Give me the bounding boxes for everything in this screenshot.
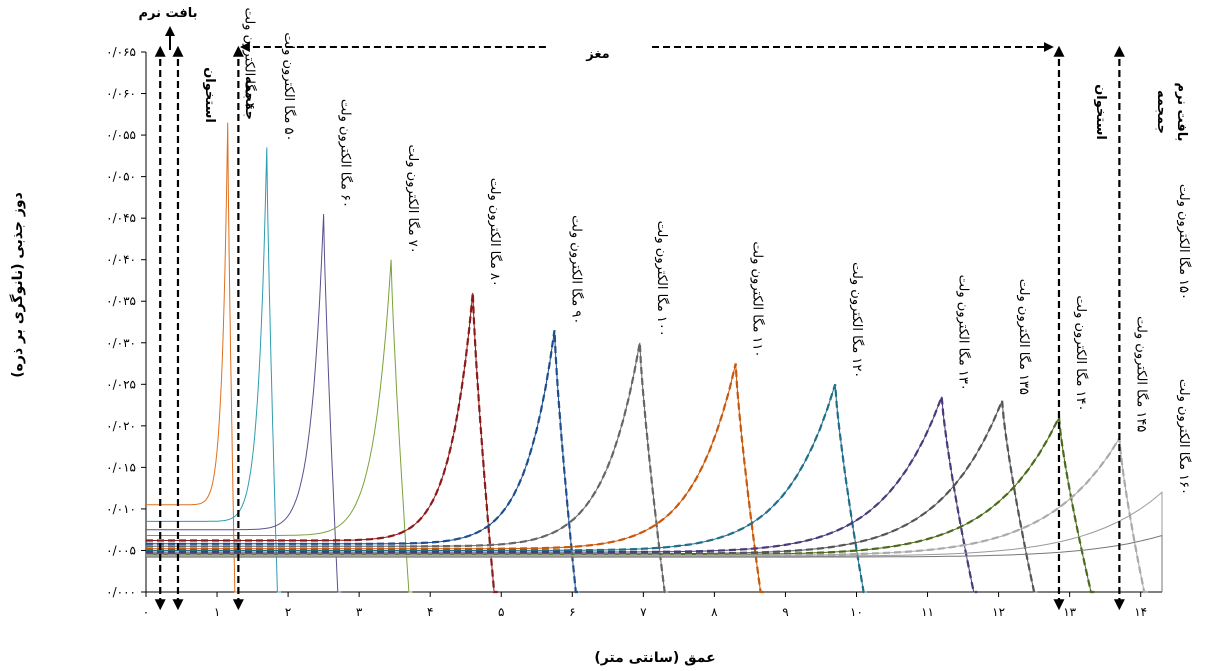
series-label-135: ۱۳۵ مگا الکترون ولت bbox=[1016, 279, 1032, 395]
soft-tissue-label-right: بافت نرم bbox=[1174, 82, 1189, 141]
series-label-60: ۶۰ مگا الکترون ولت bbox=[338, 99, 354, 208]
x-tick-label: ۱۴ bbox=[1134, 605, 1147, 619]
series-label-160: ۱۶۰ مگا الکترون ولت bbox=[1176, 379, 1192, 495]
x-tick-label: ۱۳ bbox=[1063, 605, 1076, 619]
series-label-150: ۱۵۰ مگا الکترون ولت bbox=[1176, 184, 1192, 300]
dose-curves bbox=[146, 122, 1163, 594]
series-145-curve-dashed bbox=[146, 434, 1148, 594]
series-120-curve bbox=[146, 384, 868, 593]
series-label-130: ۱۳۰ مگا الکترون ولت bbox=[956, 275, 972, 391]
y-tick-label: ۰/۰۰۵ bbox=[106, 543, 136, 557]
y-tick-label: ۰/۰۴۵ bbox=[106, 211, 136, 225]
y-tick-label: ۰/۰۱۵ bbox=[106, 460, 136, 474]
brain-label: مغز bbox=[585, 47, 609, 62]
y-tick-label: ۰/۰۴۰ bbox=[106, 253, 136, 267]
series-70-curve bbox=[146, 259, 413, 593]
series-90-curve-dashed bbox=[146, 330, 580, 594]
series-100-curve-dashed bbox=[146, 342, 669, 594]
x-tick-label: ۱۱ bbox=[921, 605, 934, 619]
series-150-curve bbox=[146, 491, 1163, 592]
tissue-region-markers bbox=[154, 26, 1125, 611]
series-label-145: ۱۴۵ مگا الکترون ولت bbox=[1133, 316, 1149, 432]
skull-label-left: جمجمه bbox=[242, 76, 257, 120]
series-label-90: ۹۰ مگا الکترون ولت bbox=[569, 215, 585, 324]
x-tick-label: ۵ bbox=[498, 605, 504, 619]
series-label-110: ۱۱۰ مگا الکترون ولت bbox=[750, 241, 766, 357]
series-label-80: ۸۰ مگا الکترون ولت bbox=[487, 178, 503, 287]
x-axis-title: عمق (سانتی متر) bbox=[594, 650, 715, 666]
x-tick-label: ۶ bbox=[569, 605, 575, 619]
series-145-curve bbox=[146, 436, 1148, 593]
x-tick-label: ۸ bbox=[711, 605, 718, 619]
x-tick-label: ۴ bbox=[427, 605, 433, 619]
series-130-curve-dashed bbox=[146, 396, 978, 594]
series-label-120: ۱۲۰ مگا الکترون ولت bbox=[849, 262, 865, 378]
skull-label-right: جمجمه bbox=[1154, 90, 1169, 134]
series-110-curve-dashed bbox=[146, 363, 765, 594]
bone-label-left: استخوان bbox=[202, 67, 217, 123]
y-tick-label: ۰/۰۳۰ bbox=[106, 336, 136, 350]
series-160-curve bbox=[146, 534, 1163, 592]
soft-tissue-label-left: بافت نرم bbox=[138, 6, 197, 21]
y-tick-label: ۰/۰۰۰ bbox=[106, 585, 136, 599]
y-axis-title: دوز جذبی (نانوگری بر ذره) bbox=[9, 192, 26, 378]
series-label-70: ۷۰ مگا الکترون ولت bbox=[405, 145, 421, 254]
y-tick-label: ۰/۰۲۵ bbox=[106, 377, 136, 391]
series-140-curve bbox=[146, 415, 1095, 593]
x-tick-label: ۱۰ bbox=[850, 605, 863, 619]
y-tick-label: ۰/۰۵۵ bbox=[106, 128, 136, 142]
y-tick-label: ۰/۰۶۵ bbox=[106, 45, 136, 59]
series-label-140: ۱۴۰ مگا الکترون ولت bbox=[1073, 295, 1089, 411]
series-label-100: ۱۰۰ مگا الکترون ولت bbox=[654, 221, 670, 337]
series-140-curve-dashed bbox=[146, 413, 1095, 594]
x-tick-label: ۳ bbox=[356, 605, 363, 619]
x-tick-label: ۰ bbox=[143, 605, 149, 619]
x-tick-label: ۱۲ bbox=[992, 605, 1005, 619]
series-120-curve-dashed bbox=[146, 383, 868, 594]
series-80-curve-dashed bbox=[146, 292, 498, 594]
axes: ۰ ۱ ۲ ۳ ۴ ۵ ۶ ۷ ۸ ۹ ۱۰ ۱۱ ۱۲ ۱۳ ۱۴۰/۰۰۰۰/۰۰۵۰/۰۱۰۰/۰۱۵… bbox=[106, 45, 1162, 619]
x-tick-label: ۹ bbox=[782, 605, 788, 619]
y-tick-label: ۰/۰۶۰ bbox=[106, 87, 136, 101]
series-labels: ۴۰ مگا الکترون ولت ۵۰ مگا الکترون ولت ۶۰ م… bbox=[242, 7, 1192, 495]
y-tick-label: ۰/۰۱۰ bbox=[106, 502, 136, 516]
y-tick-label: ۰/۰۵۰ bbox=[106, 170, 136, 184]
series-50-curve bbox=[146, 147, 281, 593]
bone-label-right: استخوان bbox=[1093, 84, 1108, 140]
y-tick-label: ۰/۰۲۰ bbox=[106, 419, 136, 433]
series-label-40: ۴۰ مگا الکترون ولت bbox=[242, 7, 258, 116]
x-tick-label: ۷ bbox=[640, 605, 647, 619]
series-135-curve-dashed bbox=[146, 400, 1038, 594]
x-tick-label: ۲ bbox=[285, 605, 291, 619]
series-label-50: ۵۰ مگا الکترون ولت bbox=[281, 32, 297, 141]
y-tick-label: ۰/۰۳۵ bbox=[106, 294, 136, 308]
x-tick-label: ۱ bbox=[214, 605, 220, 619]
